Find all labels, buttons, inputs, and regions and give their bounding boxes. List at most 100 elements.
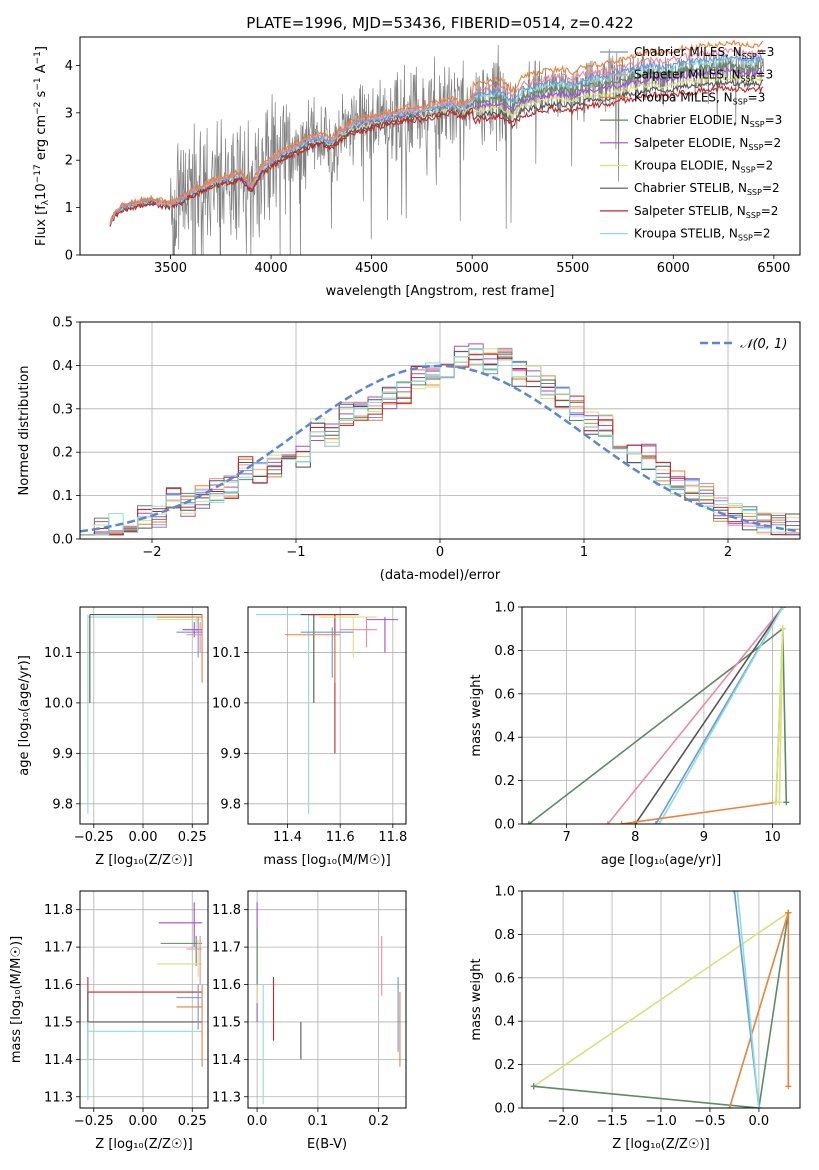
y-tick-label: 0.8 (494, 928, 515, 943)
weight-marker (779, 625, 786, 632)
x-tick-label: 11.4 (273, 830, 302, 845)
weight-marker (530, 1083, 537, 1090)
y-tick-label: 9.9 (220, 747, 241, 762)
x-axis-label: (data-model)/error (380, 568, 501, 583)
y-tick-label: 0.4 (494, 1015, 515, 1030)
x-tick-label: −1 (286, 545, 305, 560)
x-tick-label: 0.00 (129, 830, 158, 845)
weight-marker (785, 909, 792, 916)
y-tick-label: 11.8 (212, 903, 241, 918)
y-label-part: −17 (33, 164, 43, 183)
legend-name: Chabrier MILES, N (634, 45, 742, 59)
legend-sub: SSP (748, 143, 763, 152)
weight-series-0 (533, 912, 789, 1087)
y-tick-label: 11.5 (44, 1015, 73, 1030)
legend-sub: SSP (746, 211, 761, 220)
axes-frame (79, 606, 209, 825)
x-tick-label: 0.25 (178, 1114, 207, 1129)
y-tick-label: 10.1 (44, 646, 73, 661)
legend-name: Salpeter STELIB, N (634, 204, 746, 218)
x-axis-label: Z [log₁₀(Z/Z☉)] (95, 853, 192, 868)
legend-entry: Salpeter MILES, NSSP=3 (634, 68, 773, 84)
y-tick-label: 0.2 (494, 774, 515, 789)
axes-frame (247, 890, 407, 1109)
legend-entry: Chabrier MILES, NSSP=3 (634, 45, 774, 61)
weight-series-4 (658, 607, 784, 824)
y-tick-label: 11.4 (44, 1053, 73, 1068)
legend-sub: SSP (747, 188, 762, 197)
legend-sub: SSP (733, 97, 748, 106)
weight-lines (525, 607, 790, 824)
axes-frame (521, 890, 801, 1109)
y-label-part: ] (34, 46, 49, 51)
y-tick-label: 0.0 (494, 818, 515, 833)
legend-tail: =3 (756, 68, 774, 82)
axes-frame (247, 606, 407, 825)
legend-name: Salpeter ELODIE, N (634, 136, 748, 150)
y-tick-label: 11.8 (44, 903, 73, 918)
x-tick-label: 6500 (757, 261, 790, 276)
x-axis-label: wavelength [Angstrom, rest frame] (326, 284, 555, 299)
y-label-part: erg cm (34, 115, 49, 164)
y-label-part: 10 (34, 183, 49, 200)
axes-frame (521, 606, 801, 825)
legend-entry: 𝒩(0, 1) (740, 337, 787, 352)
x-tick-label: 10 (764, 830, 781, 845)
legend-tail: =3 (757, 45, 775, 59)
x-tick-label: 6000 (657, 261, 690, 276)
x-tick-label: −0.5 (694, 1114, 726, 1129)
legend-name: Kroupa STELIB, N (634, 227, 738, 241)
x-tick-label: 0.0 (247, 1114, 268, 1129)
weight-marker (656, 821, 663, 824)
y-tick-label: 0.3 (52, 402, 73, 417)
y-axis-label: Normed distribution (17, 366, 32, 496)
y-tick-label: 0.1 (52, 489, 73, 504)
y-tick-label: 0.8 (494, 644, 515, 659)
weight-marker (652, 821, 659, 824)
gaussian-curve (80, 364, 800, 533)
axes-frame (79, 36, 801, 256)
y-label-part: λ (41, 199, 51, 205)
y-tick-label: 9.9 (52, 747, 73, 762)
y-tick-label: 11.3 (212, 1090, 241, 1105)
y-tick-label: 11.6 (44, 978, 73, 993)
legend-tail: =2 (762, 181, 780, 195)
legend-entry: Kroupa STELIB, NSSP=2 (634, 227, 771, 243)
legend-sub: SSP (741, 166, 756, 175)
y-label-part: A (34, 64, 49, 77)
y-tick-label: 10.0 (212, 696, 241, 711)
x-tick-label: 0.2 (368, 1114, 389, 1129)
x-tick-label: 4000 (255, 261, 288, 276)
y-tick-label: 10.1 (212, 646, 241, 661)
x-tick-label: 8 (631, 830, 639, 845)
y-label-part: −1 (33, 51, 43, 64)
weight-marker (734, 891, 741, 894)
x-tick-label: 3500 (154, 261, 187, 276)
x-tick-label: 11.6 (326, 830, 355, 845)
weight-marker (779, 607, 786, 610)
weight-marker (731, 891, 738, 894)
y-tick-label: 9.8 (52, 797, 73, 812)
x-tick-label: −1.0 (645, 1114, 677, 1129)
weight-series-2 (634, 607, 784, 824)
x-tick-label: −0.25 (74, 1114, 114, 1129)
axes-frame (79, 890, 209, 1109)
y-tick-label: 11.4 (212, 1053, 241, 1068)
legend-entry: Chabrier ELODIE, NSSP=3 (634, 113, 782, 129)
y-tick-label: 1.0 (494, 601, 515, 616)
weight-lines (530, 891, 792, 1108)
y-tick-label: 0.2 (494, 1058, 515, 1073)
x-tick-label: 0 (436, 545, 444, 560)
x-tick-label: −1.5 (596, 1114, 628, 1129)
y-tick-label: 3 (65, 106, 73, 121)
panel-mass_vs_Z: −0.25 0.00 0.25 11.3 11.4 11.5 11.6 11.7 11.8 Z [… (9, 890, 209, 1152)
y-tick-label: 11.5 (212, 1015, 241, 1030)
y-tick-label: 11.7 (212, 941, 241, 956)
legend-sub: SSP (741, 75, 756, 84)
weight-series-1 (533, 912, 790, 1108)
legend-name: Chabrier ELODIE, N (634, 113, 750, 127)
x-tick-label: 0.1 (308, 1114, 329, 1129)
legend-tail: =2 (756, 159, 774, 173)
y-tick-label: 0.2 (52, 446, 73, 461)
y-tick-label: 0.0 (494, 1102, 515, 1117)
